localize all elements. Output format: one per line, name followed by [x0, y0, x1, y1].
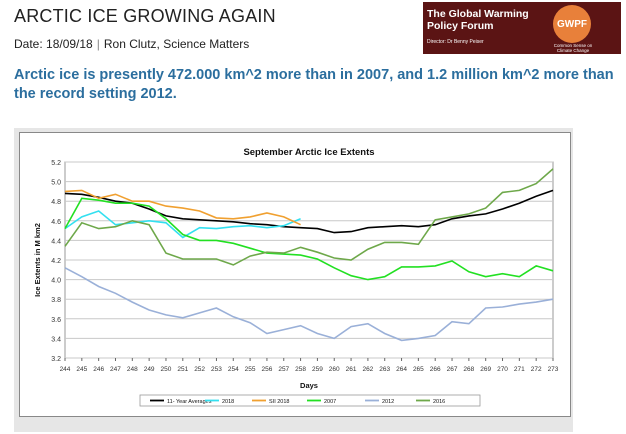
x-tick-label: 267 — [447, 366, 458, 373]
x-tick-label: 270 — [497, 366, 508, 373]
logo-org-name: The Global Warming Policy Forum — [427, 8, 529, 32]
y-tick-label: 3.4 — [51, 336, 61, 343]
x-tick-label: 261 — [346, 366, 357, 373]
x-tick-label: 273 — [548, 366, 559, 373]
gwpf-logo[interactable]: The Global Warming Policy Forum Director… — [423, 2, 621, 54]
y-tick-label: 4.6 — [51, 219, 61, 226]
series-line-2007 — [64, 197, 554, 281]
x-tick-label: 246 — [93, 366, 104, 373]
x-tick-label: 245 — [76, 366, 87, 373]
legend-label: 2016 — [433, 399, 445, 405]
y-tick-label: 5.0 — [51, 180, 61, 187]
x-tick-label: 263 — [379, 366, 390, 373]
y-tick-label: 5.2 — [51, 160, 61, 167]
x-tick-label: 257 — [278, 366, 289, 373]
y-tick-label: 3.2 — [51, 356, 61, 363]
series-line-2016 — [64, 168, 554, 266]
legend-label: 2018 — [222, 399, 234, 405]
article-meta: Date: 18/09/18 | Ron Clutz, Science Matter… — [14, 37, 249, 51]
logo-org-line2: Policy Forum — [427, 20, 494, 32]
x-tick-label: 266 — [430, 366, 441, 373]
y-tick-label: 4.0 — [51, 278, 61, 285]
logo-tagline: Common Sense on Climate Change — [553, 43, 593, 53]
x-axis-label: Days — [300, 381, 318, 390]
legend-label: 2007 — [324, 399, 336, 405]
x-tick-label: 256 — [262, 366, 273, 373]
x-tick-label: 255 — [245, 366, 256, 373]
series-line-2018 — [64, 210, 301, 239]
x-tick-label: 251 — [177, 366, 188, 373]
x-tick-label: 248 — [127, 366, 138, 373]
logo-director: Director: Dr Benny Peiser — [427, 39, 484, 45]
y-tick-label: 4.4 — [51, 238, 61, 245]
legend-label: 11- Year Averages — [167, 399, 212, 405]
y-tick-label: 3.8 — [51, 297, 61, 304]
x-tick-label: 262 — [362, 366, 373, 373]
page-title: ARCTIC ICE GROWING AGAIN — [14, 6, 276, 26]
x-tick-label: 260 — [329, 366, 340, 373]
x-tick-label: 272 — [531, 366, 542, 373]
meta-separator: | — [96, 37, 100, 51]
chart-title: September Arctic Ice Extents — [243, 147, 374, 158]
x-tick-label: 265 — [413, 366, 424, 373]
y-tick-label: 4.2 — [51, 258, 61, 265]
x-tick-label: 259 — [312, 366, 323, 373]
series-line-sii-2018 — [64, 189, 301, 226]
x-tick-label: 244 — [60, 366, 71, 373]
y-axis-label: Ice Extents in M km2 — [33, 223, 42, 297]
x-tick-label: 252 — [194, 366, 205, 373]
logo-org-line1: The Global Warming — [427, 8, 529, 20]
series-line-2012 — [64, 267, 554, 342]
x-tick-label: 250 — [161, 366, 172, 373]
headline: Arctic ice is presently 472.000 km^2 mor… — [14, 67, 614, 102]
x-tick-label: 253 — [211, 366, 222, 373]
y-tick-label: 4.8 — [51, 199, 61, 206]
x-tick-label: 269 — [480, 366, 491, 373]
x-tick-label: 249 — [144, 366, 155, 373]
article-date: Date: 18/09/18 — [14, 37, 93, 51]
legend-label: SII 2018 — [269, 399, 290, 405]
legend-label: 2012 — [382, 399, 394, 405]
x-tick-label: 264 — [396, 366, 407, 373]
y-tick-label: 3.6 — [51, 317, 61, 324]
x-tick-label: 258 — [295, 366, 306, 373]
x-tick-label: 247 — [110, 366, 121, 373]
series-line-11-year-averages — [64, 189, 554, 234]
x-tick-label: 268 — [463, 366, 474, 373]
gwpf-emblem-icon: GWPF — [553, 5, 591, 43]
x-tick-label: 254 — [228, 366, 239, 373]
article-author[interactable]: Ron Clutz, Science Matters — [103, 37, 250, 51]
x-tick-label: 271 — [514, 366, 525, 373]
